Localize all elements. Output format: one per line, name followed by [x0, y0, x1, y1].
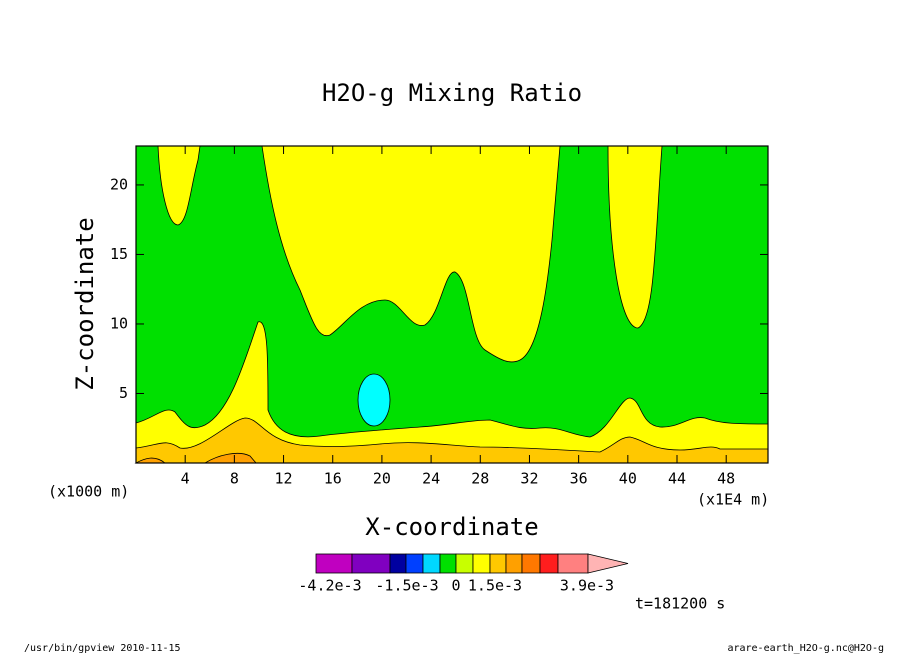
colorbar-box — [539, 553, 559, 574]
colorbar-box — [557, 553, 589, 574]
y-tick-label: 20 — [110, 175, 128, 193]
colorbar-box — [521, 553, 541, 574]
x-tick-label: 28 — [471, 470, 489, 488]
x-tick-label: 8 — [230, 470, 239, 488]
x-unit: (x1E4 m) — [697, 491, 769, 509]
x-tick-label: 32 — [520, 470, 538, 488]
y-tick-label: 5 — [119, 384, 128, 402]
region — [135, 321, 769, 464]
colorbar-box — [505, 553, 523, 574]
region — [357, 373, 391, 427]
region — [261, 145, 561, 363]
x-tick-label: 4 — [181, 470, 190, 488]
time-label: t=181200 s — [635, 595, 725, 613]
x-axis-label: X-coordinate — [365, 513, 538, 541]
region — [157, 145, 201, 226]
footer-right: arare-earth_H2O-g.nc@H2O-g — [727, 643, 884, 654]
colorbar-box — [422, 553, 441, 574]
colorbar-box — [455, 553, 474, 574]
x-tick-label: 44 — [668, 470, 686, 488]
x-tick-label: 48 — [717, 470, 735, 488]
colorbar-tick-label: 1.5e-3 — [468, 577, 522, 595]
chart-title: H2O-g Mixing Ratio — [322, 79, 582, 107]
y-unit: (x1000 m) — [48, 483, 129, 501]
colorbar-box — [389, 553, 407, 574]
plot-frame — [135, 145, 769, 464]
colorbar-box — [489, 553, 507, 574]
x-tick-label: 36 — [570, 470, 588, 488]
colorbar-tick-label: -1.5e-3 — [375, 577, 438, 595]
contour-field — [134, 145, 769, 464]
colorbar-tick-label: 0 — [451, 577, 460, 595]
colorbar-box — [439, 553, 457, 574]
region — [607, 145, 663, 329]
colorbar-arrow — [587, 553, 629, 574]
colorbar-box — [315, 553, 353, 574]
colorbar-tick-label: -4.2e-3 — [298, 577, 361, 595]
y-axis-label: Z-coordinate — [71, 217, 99, 390]
y-tick-label: 10 — [110, 314, 128, 332]
colorbar-box — [351, 553, 391, 574]
x-tick-label: 20 — [373, 470, 391, 488]
region — [135, 417, 769, 464]
footer-left: /usr/bin/gpview 2010-11-15 — [24, 643, 181, 654]
x-tick-label: 16 — [324, 470, 342, 488]
colorbar-box — [472, 553, 491, 574]
x-tick-label: 12 — [275, 470, 293, 488]
colorbar-tick-label: 3.9e-3 — [560, 577, 614, 595]
colorbar-box — [405, 553, 424, 574]
x-tick-label: 24 — [422, 470, 440, 488]
x-tick-label: 40 — [619, 470, 637, 488]
y-tick-label: 15 — [110, 245, 128, 263]
